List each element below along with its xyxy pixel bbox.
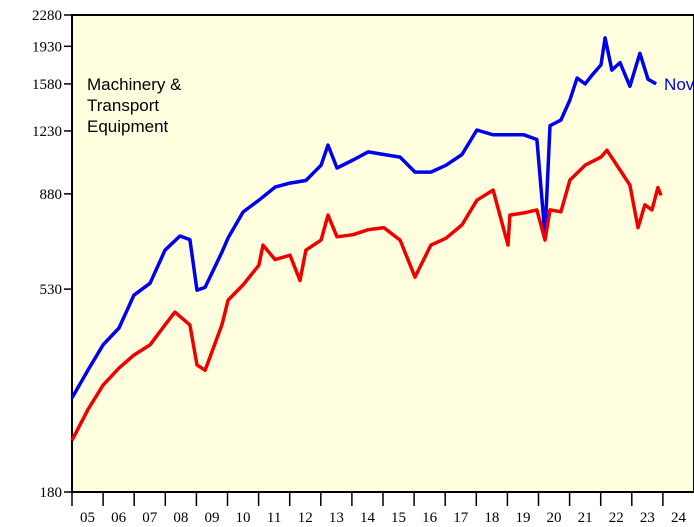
end-label: Nov bbox=[664, 75, 694, 94]
x-tick-label: 11 bbox=[267, 510, 281, 526]
x-tick-label: 10 bbox=[236, 510, 251, 526]
chart-content: 180 530 880 1230 1580 1930 2280 05 06 07 08 09 10 11 1… bbox=[32, 8, 694, 526]
x-tick-label: 23 bbox=[640, 510, 655, 526]
x-tick-label: 18 bbox=[484, 510, 499, 526]
annotation: Machinery & bbox=[87, 75, 182, 94]
annotation: Equipment bbox=[87, 117, 169, 136]
x-tick-label: 13 bbox=[329, 510, 344, 526]
x-tick-label: 14 bbox=[360, 510, 376, 526]
x-tick-label: 06 bbox=[111, 510, 127, 526]
x-tick-label: 12 bbox=[298, 510, 313, 526]
y-tick-label: 1230 bbox=[32, 124, 62, 140]
x-tick-label: 05 bbox=[80, 510, 95, 526]
series-line bbox=[70, 36, 657, 399]
x-tick-label: 15 bbox=[391, 510, 406, 526]
y-tick-label: 180 bbox=[40, 485, 63, 501]
x-tick-label: 08 bbox=[173, 510, 188, 526]
y-tick-label: 1580 bbox=[32, 77, 62, 93]
x-tick-label: 17 bbox=[453, 510, 469, 526]
x-tick-label: 07 bbox=[142, 510, 158, 526]
y-tick-label: 1930 bbox=[32, 39, 62, 55]
y-tick-label: 530 bbox=[40, 282, 63, 298]
x-tick-label: 20 bbox=[547, 510, 562, 526]
x-tick-label: 22 bbox=[609, 510, 624, 526]
series-line bbox=[70, 148, 663, 442]
plot-area bbox=[71, 14, 694, 493]
y-tick-label: 2280 bbox=[32, 8, 62, 24]
annotation: Transport bbox=[87, 96, 159, 115]
x-tick-label: 19 bbox=[515, 510, 530, 526]
y-tick-label: 880 bbox=[40, 187, 63, 203]
x-tick-label: 16 bbox=[422, 510, 438, 526]
x-tick-label: 21 bbox=[578, 510, 593, 526]
x-tick-label: 24 bbox=[671, 510, 687, 526]
x-tick-label: 09 bbox=[204, 510, 219, 526]
